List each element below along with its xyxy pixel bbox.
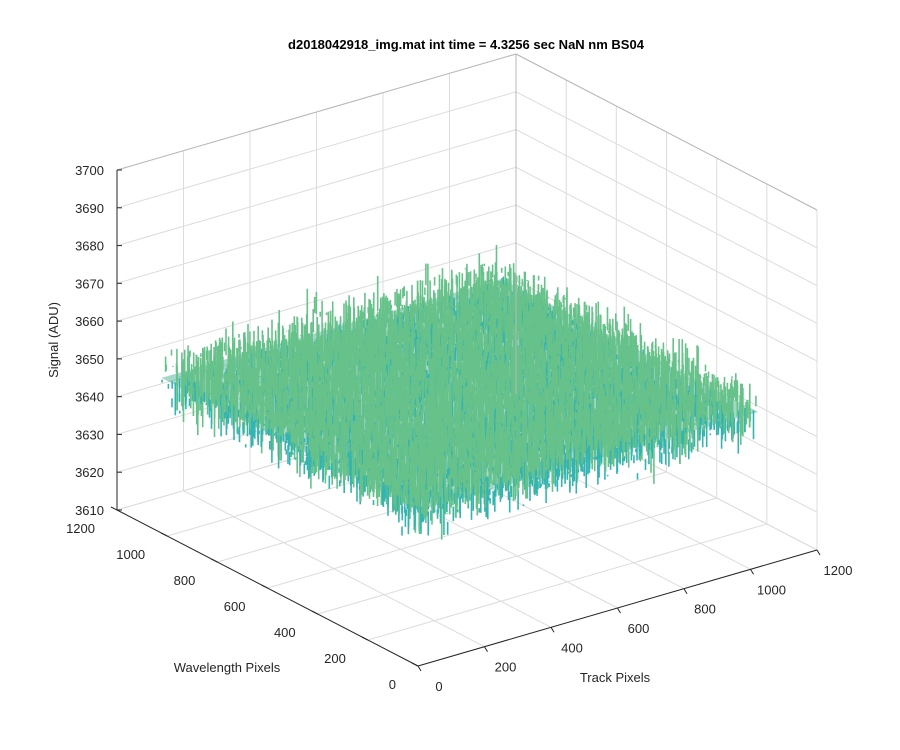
chart-title: d2018042918_img.mat int time = 4.3256 se… (288, 37, 645, 52)
grid-line (317, 497, 717, 615)
data-surface (161, 244, 759, 540)
grid-line (367, 523, 767, 641)
grid-line (267, 471, 667, 589)
